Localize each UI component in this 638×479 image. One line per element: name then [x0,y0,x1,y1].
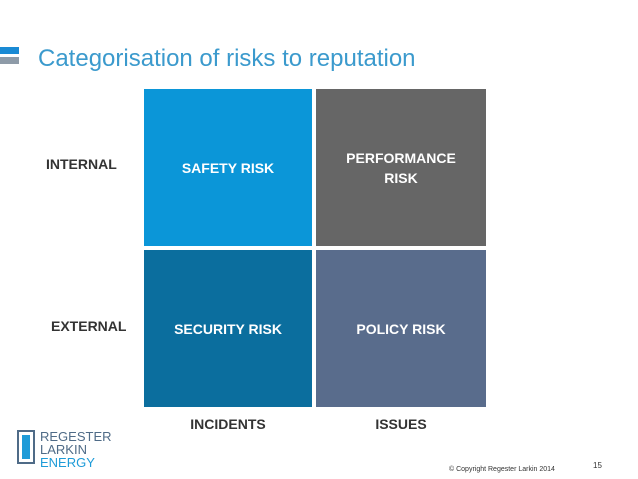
cell-performance-risk: PERFORMANCE RISK [316,89,486,246]
cell-policy-label: POLICY RISK [356,320,446,337]
logo-text-energy: ENERGY [40,455,95,470]
company-logo: REGESTER LARKIN ENERGY [17,428,127,470]
cell-safety-risk: SAFETY RISK [144,89,312,246]
cell-security-label: SECURITY RISK [174,320,282,337]
row-label-external: EXTERNAL [51,318,127,334]
column-label-incidents: INCIDENTS [190,416,266,432]
slide-title: Categorisation of risks to reputation [38,45,416,72]
row-label-internal: INTERNAL [46,156,117,172]
header-accent-bar-bottom [0,57,19,64]
column-label-issues: ISSUES [375,416,427,432]
cell-performance-label-line2: RISK [384,169,418,186]
logo-mark-icon [17,430,35,464]
logo-text-larkin: LARKIN [40,442,87,457]
cell-performance-label: PERFORMANCE [346,149,456,166]
cell-safety-label: SAFETY RISK [181,159,275,176]
header-accent-bar-top [0,47,19,54]
cell-security-risk: SECURITY RISK [144,250,312,407]
copyright-notice: © Copyright Regester Larkin 2014 [449,466,555,473]
cell-policy-risk: POLICY RISK [316,250,486,407]
page-number: 15 [593,461,602,470]
logo-text-regester: REGESTER [40,429,112,444]
